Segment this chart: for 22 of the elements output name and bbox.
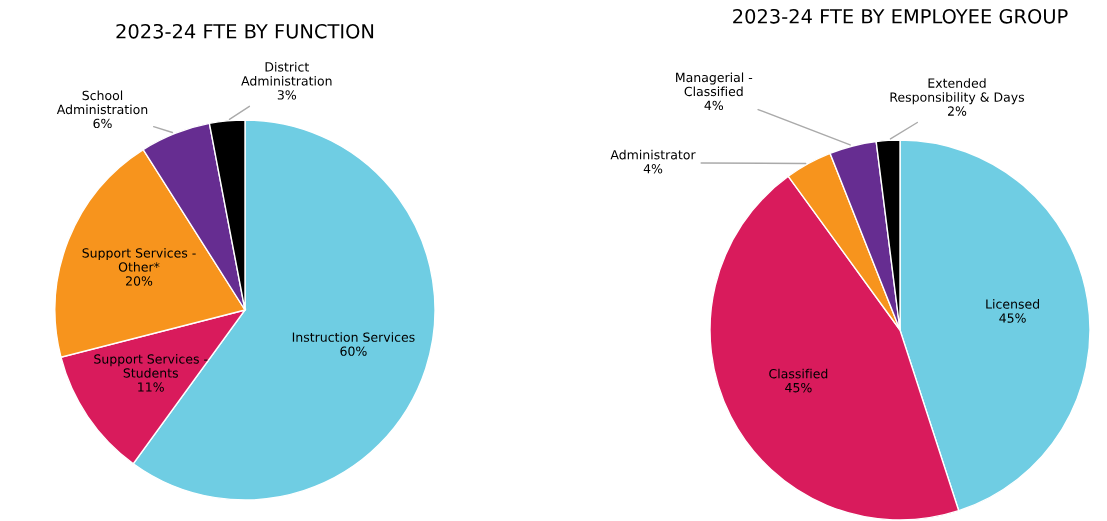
data-label: 4%	[704, 100, 724, 111]
data-label: 2%	[948, 106, 967, 116]
slice-label: Licensed	[986, 299, 1039, 309]
data-label: 4%	[643, 163, 663, 174]
chart-title: 2023-24 FTE BY EMPLOYEE GROUP	[733, 8, 1068, 24]
chart-title: 2023-24 FTE BY FUNCTION	[116, 23, 374, 39]
data-label: 11%	[138, 382, 164, 392]
slice-label: School Administration	[56, 90, 148, 115]
slice-label: Instruction Services	[292, 332, 415, 342]
data-label: 3%	[277, 90, 297, 100]
slice-label: Administrator	[610, 149, 696, 160]
slice-label: Support Services - Other*	[82, 247, 196, 272]
slice-label: Support Services - Students	[94, 354, 208, 378]
data-label: 20%	[126, 276, 153, 286]
slice-label: Managerial - Classified	[676, 72, 753, 97]
slice-label: Extended Responsibility & Days	[890, 78, 1025, 105]
data-label: 6%	[93, 118, 112, 129]
slice-label: Classified	[769, 368, 828, 379]
data-label: 60%	[340, 346, 367, 356]
slice-label: District Administration	[241, 61, 332, 86]
data-label: 45%	[999, 313, 1026, 323]
data-label: 45%	[785, 382, 812, 393]
